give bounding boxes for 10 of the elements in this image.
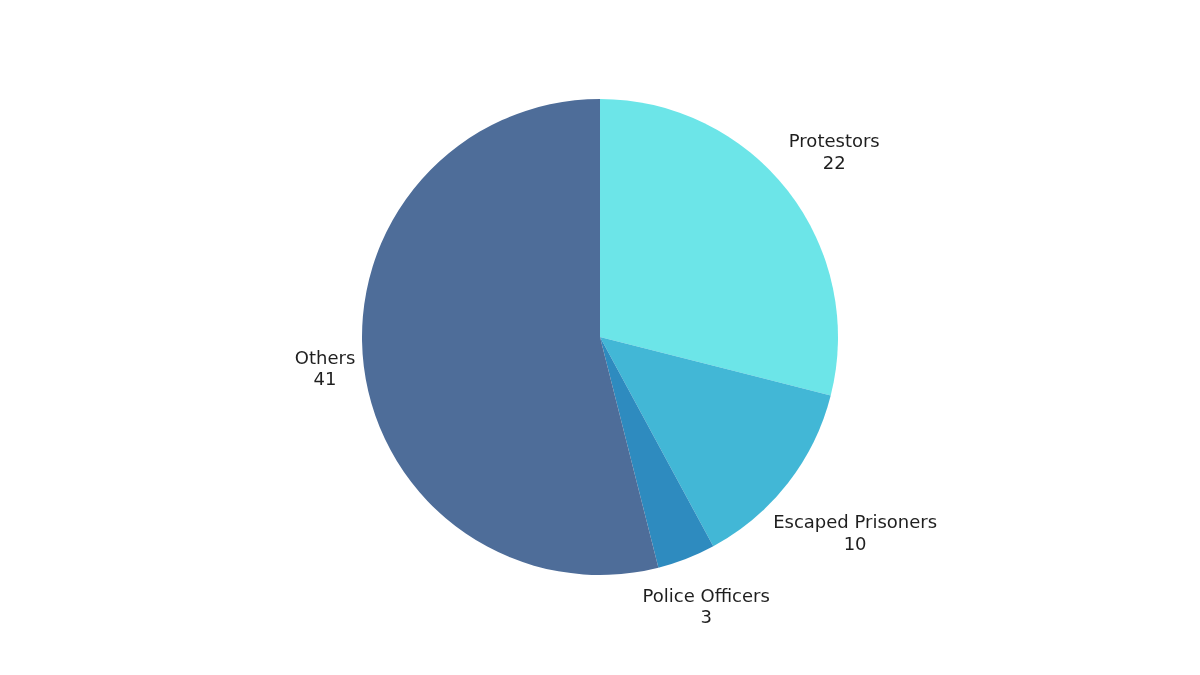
slice-label: Protestors (788, 129, 880, 151)
data-label: 3 (700, 605, 712, 627)
pie-slice (362, 99, 659, 575)
slice-label: Escaped Prisoners (773, 510, 938, 532)
slice-label: Others (294, 346, 356, 368)
pie-slice (600, 337, 714, 568)
data-label: 41 (313, 367, 337, 389)
slice-label: Police Officers (642, 584, 770, 606)
data-label: 10 (843, 532, 867, 554)
data-label: 22 (822, 151, 846, 173)
